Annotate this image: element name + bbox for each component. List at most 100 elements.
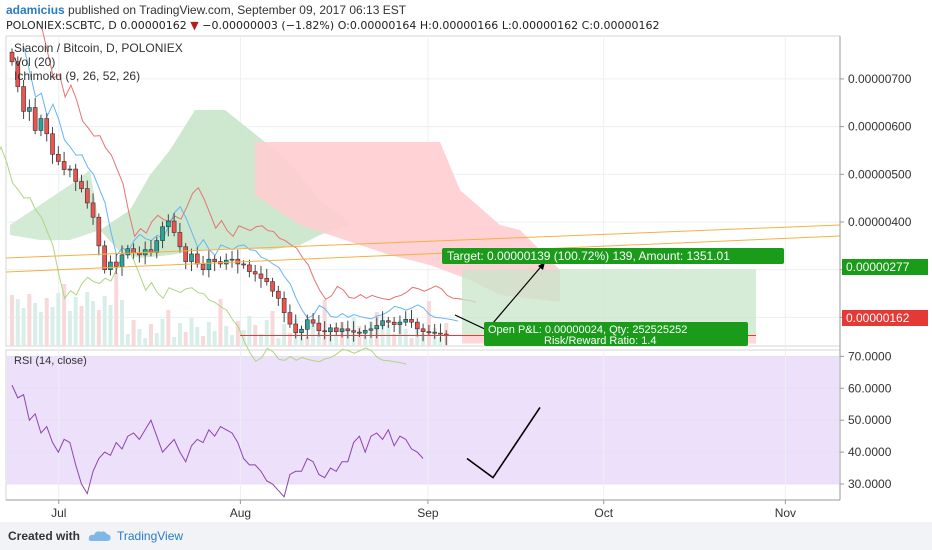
volume-bar	[189, 318, 194, 346]
trading-chart[interactable]: 0.000002000.000003000.000004000.00000500…	[0, 0, 932, 522]
volume-bar	[79, 306, 84, 346]
price-tick-label: 0.00000600	[848, 120, 912, 134]
vol-legend: Vol (20)	[14, 55, 55, 69]
candle-body	[56, 153, 61, 162]
candle-body	[357, 331, 362, 334]
candle-body	[276, 290, 281, 299]
volume-bar	[392, 334, 397, 346]
volume-bar	[120, 300, 125, 346]
volume-bar	[230, 335, 235, 346]
candle-body	[414, 321, 420, 330]
candle-body	[374, 325, 380, 330]
candle-body	[293, 323, 299, 333]
volume-bar	[38, 312, 43, 346]
candle-body	[328, 327, 333, 332]
lagging-span	[0, 145, 407, 365]
candle-body	[21, 86, 26, 112]
trend-line-lower	[5, 235, 841, 273]
candle-body	[61, 161, 67, 170]
volume-bar	[426, 301, 431, 346]
candle-body	[125, 248, 131, 256]
candle-body	[200, 263, 206, 270]
candle-body	[229, 258, 235, 261]
volume-bar	[287, 333, 292, 346]
candle-body	[131, 248, 136, 254]
candle-body	[368, 328, 374, 331]
candle-body	[386, 320, 391, 323]
volume-bar	[114, 273, 119, 346]
candle-body	[333, 327, 339, 332]
candle-body	[84, 188, 90, 204]
volume-bar	[380, 316, 385, 346]
volume-bar	[201, 336, 206, 346]
volume-bar	[108, 305, 113, 346]
rsi-legend: RSI (14, close)	[14, 355, 87, 367]
published-text: published on TradingView.com, September …	[68, 3, 407, 17]
rsi-line	[11, 384, 424, 498]
volume-bar	[172, 337, 177, 346]
volume-bar	[177, 323, 182, 346]
volume-bar	[166, 310, 171, 346]
candle-body	[38, 118, 44, 131]
volume-bar	[282, 324, 287, 346]
volume-bar	[154, 333, 159, 346]
rsi-tick-label: 40.0000	[848, 445, 892, 459]
candle-body	[9, 51, 15, 63]
high-value: H:0.00000166	[419, 19, 499, 32]
volume-bar	[62, 284, 67, 346]
last-price-badge-red-text: 0.00000162	[846, 311, 910, 325]
footer: Created with TradingView	[0, 522, 932, 550]
candle-body	[154, 240, 160, 253]
chart-title: Siacoin / Bitcoin, D, POLONIEX	[14, 41, 183, 55]
candle-body	[351, 330, 356, 333]
candle-body	[438, 332, 443, 335]
price-tick-label: 0.00000400	[848, 215, 912, 229]
candle-body	[90, 202, 96, 218]
candle-body	[345, 328, 351, 332]
candle-body	[119, 254, 125, 267]
last-price-badge-red	[842, 310, 928, 326]
candle-body	[310, 319, 316, 324]
volume-bar	[15, 299, 20, 346]
author-link[interactable]: adamicius	[6, 3, 65, 17]
candle-body	[206, 258, 212, 270]
created-with-text: Created with	[8, 529, 81, 543]
volume-bar	[218, 299, 223, 346]
candle-body	[241, 263, 246, 266]
last-value: 0.00000162	[120, 19, 187, 32]
price-tick-label: 0.00000700	[848, 72, 912, 86]
candle-body	[391, 321, 397, 325]
symbol-label: POLONIEX:SCBTC, D	[6, 19, 117, 32]
volume-bar	[212, 331, 217, 346]
candle-body	[247, 264, 252, 272]
candle-body	[166, 220, 171, 228]
volume-bar	[44, 298, 49, 346]
change-value: −0.00000003 (−1.82%)	[202, 19, 335, 32]
ichimoku-cloud-bullish	[100, 110, 350, 258]
price-tick-label: 0.00000500	[848, 167, 912, 181]
volume-bar	[409, 338, 414, 346]
down-arrow-icon: ▼	[190, 19, 199, 32]
time-tick-label: Sep	[417, 506, 439, 520]
tradingview-brand[interactable]: TradingView	[117, 529, 184, 543]
rsi-tick-label: 70.0000	[848, 349, 892, 363]
rsi-tick-label: 30.0000	[848, 477, 892, 491]
ichimoku-legend: Ichimoku (9, 26, 52, 26)	[14, 69, 140, 83]
volume-bar	[10, 295, 14, 346]
open-value: O:0.00000164	[337, 19, 417, 32]
candle-body	[50, 133, 55, 155]
candle-body	[102, 245, 107, 270]
volume-bar	[345, 331, 350, 346]
volume-bar	[316, 332, 321, 346]
candle-body	[299, 329, 304, 333]
candle-body	[183, 246, 188, 262]
candle-body	[113, 261, 119, 267]
volume-bar	[183, 332, 188, 346]
candle-body	[270, 281, 275, 292]
candle-body	[304, 319, 310, 330]
volume-bar	[143, 338, 148, 346]
candle-body	[322, 330, 327, 333]
base-line	[41, 28, 477, 303]
volume-bar	[258, 334, 263, 346]
volume-bar	[50, 307, 55, 346]
